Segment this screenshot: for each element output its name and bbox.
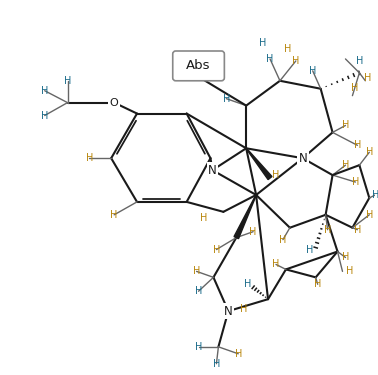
Text: H: H xyxy=(346,266,353,276)
Text: H: H xyxy=(235,349,242,359)
Text: N: N xyxy=(208,164,217,177)
Text: H: H xyxy=(284,44,291,54)
Text: H: H xyxy=(240,304,247,314)
Text: H: H xyxy=(366,147,373,157)
Text: H: H xyxy=(86,153,93,163)
Text: N: N xyxy=(298,152,307,165)
Text: H: H xyxy=(324,225,331,235)
Polygon shape xyxy=(234,195,256,238)
Text: H: H xyxy=(213,359,220,369)
Text: H: H xyxy=(195,342,202,352)
Text: H: H xyxy=(356,56,363,66)
Text: H: H xyxy=(272,260,280,270)
Text: H: H xyxy=(364,73,371,83)
Text: H: H xyxy=(110,210,118,220)
Text: H: H xyxy=(306,244,313,255)
Text: H: H xyxy=(64,76,71,86)
Polygon shape xyxy=(246,148,272,180)
Text: H: H xyxy=(366,210,373,220)
Text: H: H xyxy=(309,66,316,76)
Text: H: H xyxy=(272,170,280,180)
Text: H: H xyxy=(352,177,359,187)
FancyBboxPatch shape xyxy=(173,51,225,81)
Text: H: H xyxy=(193,266,200,276)
Text: H: H xyxy=(292,56,299,66)
Text: H: H xyxy=(279,235,287,244)
Text: H: H xyxy=(342,120,349,130)
Text: H: H xyxy=(351,83,358,93)
Text: H: H xyxy=(314,279,321,289)
Text: H: H xyxy=(200,213,207,223)
Text: H: H xyxy=(195,286,202,296)
Text: H: H xyxy=(41,86,48,96)
Text: H: H xyxy=(249,226,257,237)
Text: H: H xyxy=(266,54,274,64)
Text: H: H xyxy=(245,279,252,289)
Text: H: H xyxy=(41,111,48,120)
Text: N: N xyxy=(224,304,233,318)
Text: Abs: Abs xyxy=(186,59,211,72)
Text: H: H xyxy=(342,160,349,170)
Text: H: H xyxy=(223,94,230,104)
Text: H: H xyxy=(342,252,349,262)
Text: H: H xyxy=(354,225,361,235)
Text: O: O xyxy=(110,98,119,108)
Text: H: H xyxy=(354,140,361,150)
Text: H: H xyxy=(372,190,378,200)
Text: H: H xyxy=(213,244,220,255)
Text: H: H xyxy=(259,38,267,48)
